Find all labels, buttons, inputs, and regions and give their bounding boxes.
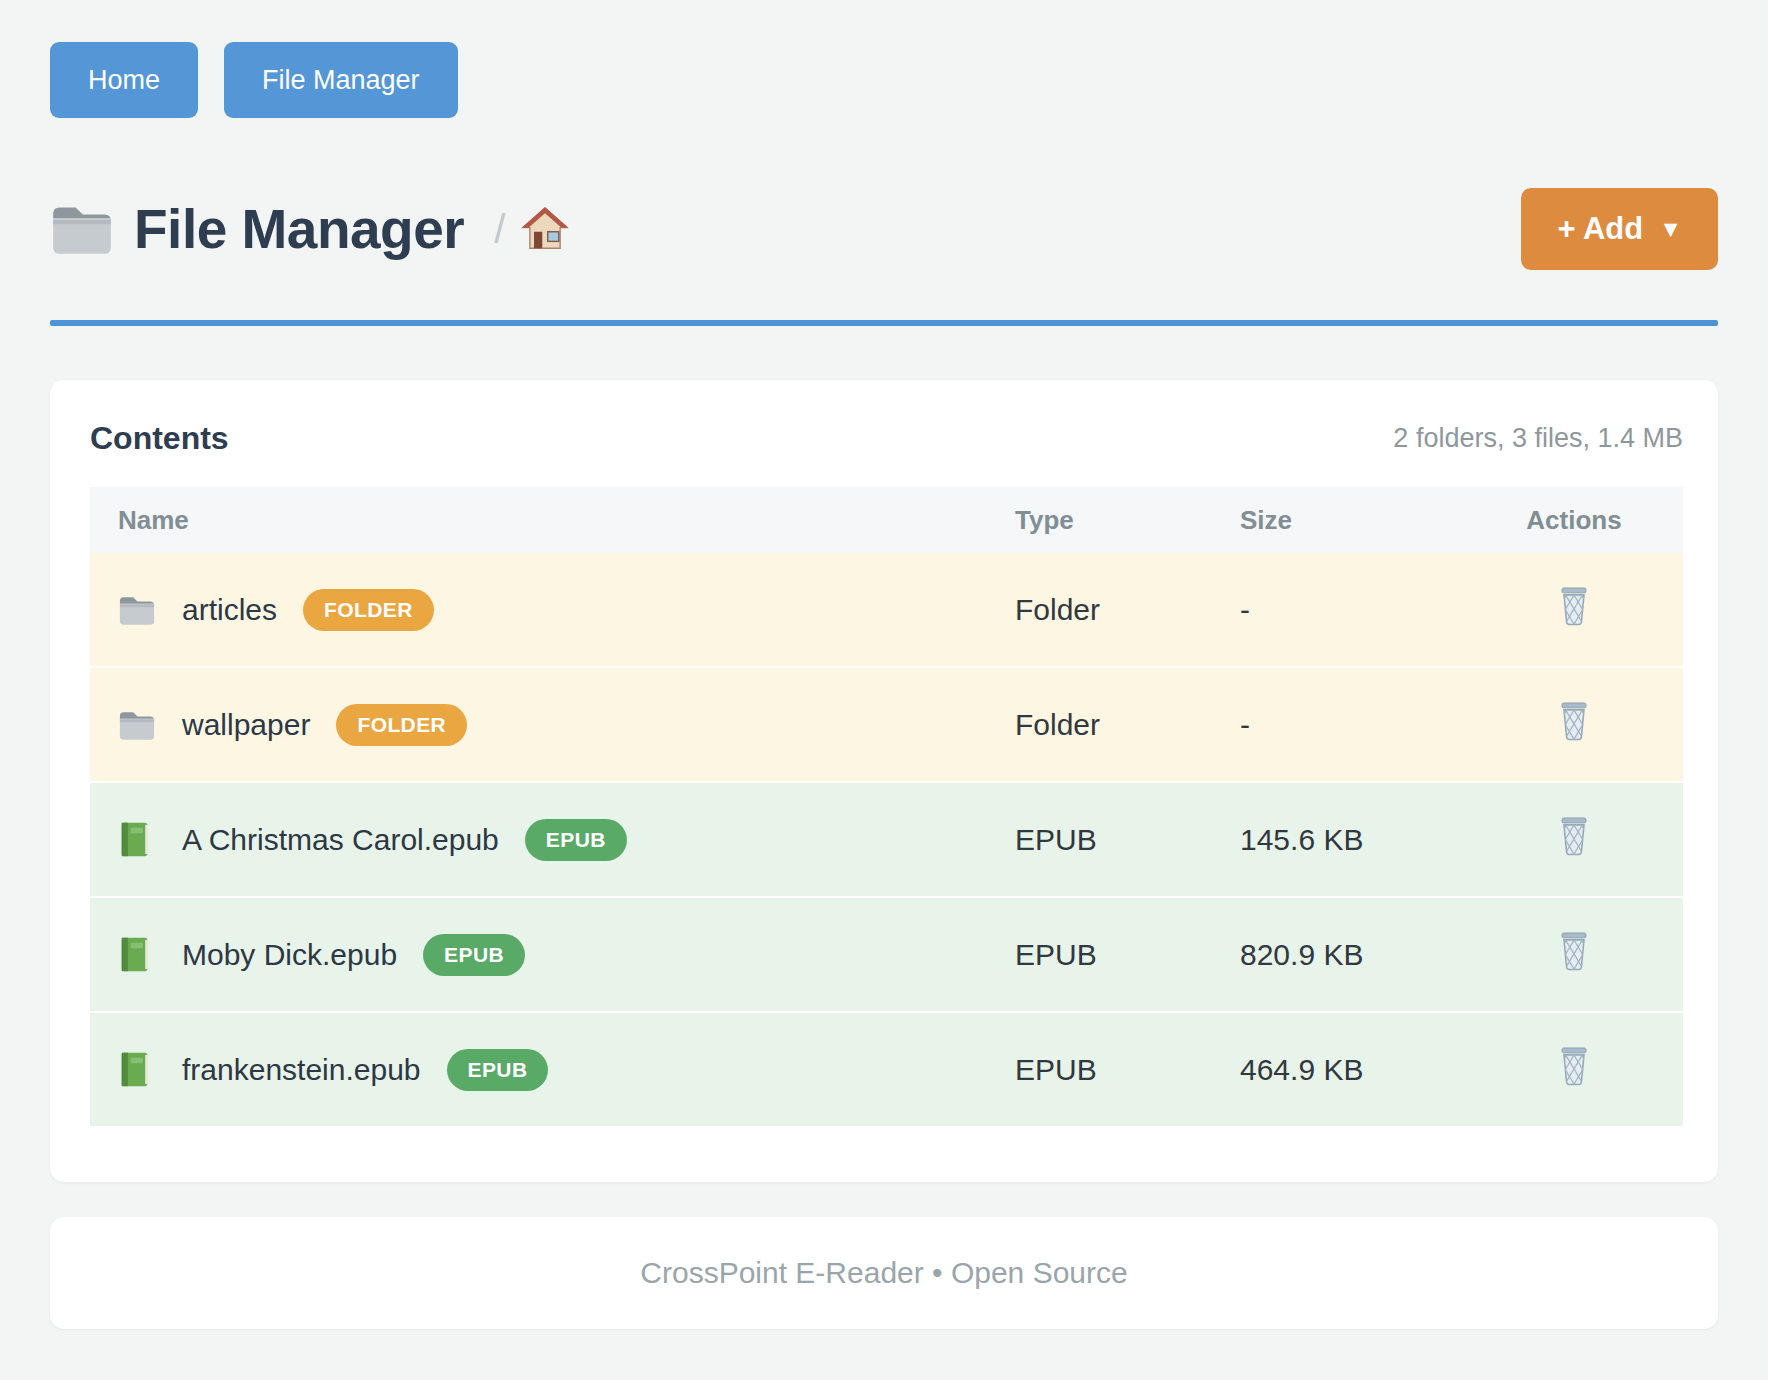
epub-badge: EPUB xyxy=(525,819,627,861)
type-cell: Folder xyxy=(1015,708,1240,742)
actions-cell xyxy=(1465,816,1683,863)
breadcrumb-separator: / xyxy=(494,207,505,252)
home-button[interactable]: Home xyxy=(50,42,198,118)
file-manager-button[interactable]: File Manager xyxy=(224,42,458,118)
page-header: File Manager / + Add ▼ xyxy=(0,188,1768,270)
trash-icon xyxy=(1556,1074,1592,1089)
file-manager-page: Home File Manager File Manager / xyxy=(0,0,1768,1380)
trash-icon xyxy=(1556,844,1592,859)
add-button[interactable]: + Add ▼ xyxy=(1521,188,1718,270)
table-body: articles FOLDER Folder - xyxy=(90,553,1683,1126)
file-name[interactable]: A Christmas Carol.epub xyxy=(182,823,499,857)
book-icon xyxy=(118,821,158,859)
table-row: wallpaper FOLDER Folder - xyxy=(90,666,1683,781)
name-cell: frankenstein.epub EPUB xyxy=(90,1049,1015,1091)
trash-icon xyxy=(1556,959,1592,974)
delete-button[interactable] xyxy=(1556,931,1592,971)
contents-card: Contents 2 folders, 3 files, 1.4 MB Name… xyxy=(50,380,1718,1182)
table-row: articles FOLDER Folder - xyxy=(90,553,1683,666)
book-icon xyxy=(118,936,158,974)
folder-icon xyxy=(118,706,158,744)
name-cell: Moby Dick.epub EPUB xyxy=(90,934,1015,976)
title-group: File Manager / xyxy=(50,197,569,261)
file-name[interactable]: frankenstein.epub xyxy=(182,1053,421,1087)
delete-button[interactable] xyxy=(1556,816,1592,856)
actions-cell xyxy=(1465,701,1683,748)
delete-button[interactable] xyxy=(1556,1046,1592,1086)
footer-text: CrossPoint E-Reader • Open Source xyxy=(640,1256,1127,1290)
name-cell: wallpaper FOLDER xyxy=(90,704,1015,746)
actions-cell xyxy=(1465,1046,1683,1093)
size-cell: 820.9 KB xyxy=(1240,938,1465,972)
file-name[interactable]: articles xyxy=(182,593,277,627)
delete-button[interactable] xyxy=(1556,701,1592,741)
epub-badge: EPUB xyxy=(447,1049,549,1091)
type-cell: EPUB xyxy=(1015,938,1240,972)
size-cell: - xyxy=(1240,593,1465,627)
contents-card-header: Contents 2 folders, 3 files, 1.4 MB xyxy=(90,420,1683,457)
files-table: Name Type Size Actions articles FOLDER F… xyxy=(90,487,1683,1126)
size-cell: 464.9 KB xyxy=(1240,1053,1465,1087)
name-cell: A Christmas Carol.epub EPUB xyxy=(90,819,1015,861)
size-cell: - xyxy=(1240,708,1465,742)
contents-heading: Contents xyxy=(90,420,229,457)
file-name[interactable]: wallpaper xyxy=(182,708,310,742)
trash-icon xyxy=(1556,729,1592,744)
file-name[interactable]: Moby Dick.epub xyxy=(182,938,397,972)
type-cell: EPUB xyxy=(1015,1053,1240,1087)
column-header-name: Name xyxy=(90,505,1015,536)
folder-icon xyxy=(50,202,114,256)
type-cell: Folder xyxy=(1015,593,1240,627)
folder-badge: FOLDER xyxy=(336,704,467,746)
folder-badge: FOLDER xyxy=(303,589,434,631)
epub-badge: EPUB xyxy=(423,934,525,976)
home-icon[interactable] xyxy=(521,207,569,251)
table-row: A Christmas Carol.epub EPUB EPUB 145.6 K… xyxy=(90,781,1683,896)
page-title: File Manager xyxy=(134,197,464,261)
table-header-row: Name Type Size Actions xyxy=(90,487,1683,553)
column-header-actions: Actions xyxy=(1465,505,1683,536)
column-header-type: Type xyxy=(1015,505,1240,536)
table-row: frankenstein.epub EPUB EPUB 464.9 KB xyxy=(90,1011,1683,1126)
actions-cell xyxy=(1465,586,1683,633)
footer-card: CrossPoint E-Reader • Open Source xyxy=(50,1217,1718,1329)
caret-down-icon: ▼ xyxy=(1659,216,1682,243)
top-nav: Home File Manager xyxy=(0,0,1768,118)
book-icon xyxy=(118,1051,158,1089)
table-row: Moby Dick.epub EPUB EPUB 820.9 KB xyxy=(90,896,1683,1011)
name-cell: articles FOLDER xyxy=(90,589,1015,631)
delete-button[interactable] xyxy=(1556,586,1592,626)
add-button-label: + Add xyxy=(1557,211,1643,247)
trash-icon xyxy=(1556,614,1592,629)
size-cell: 145.6 KB xyxy=(1240,823,1465,857)
folder-icon xyxy=(118,591,158,629)
type-cell: EPUB xyxy=(1015,823,1240,857)
header-underline xyxy=(50,320,1718,326)
actions-cell xyxy=(1465,931,1683,978)
column-header-size: Size xyxy=(1240,505,1465,536)
contents-summary: 2 folders, 3 files, 1.4 MB xyxy=(1393,423,1683,454)
